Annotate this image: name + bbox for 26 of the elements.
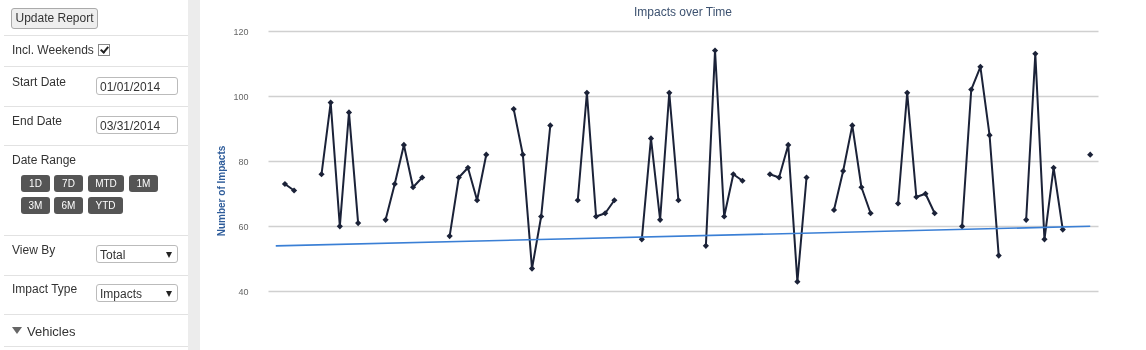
y-tick-label: 80 bbox=[238, 156, 249, 167]
dropdown-field: Total bbox=[96, 245, 178, 263]
y-tick-label: 100 bbox=[233, 91, 249, 102]
dropdown-field: Impacts bbox=[96, 284, 178, 302]
y-tick-label: 120 bbox=[233, 26, 249, 37]
text: End Date bbox=[12, 114, 63, 128]
date-field: 03/31/2014 bbox=[96, 116, 178, 134]
button: Update Report bbox=[11, 8, 98, 29]
y-axis-title: Number of Impacts bbox=[216, 145, 228, 237]
text: Start Date bbox=[12, 75, 67, 89]
chart-title: Impacts over Time bbox=[633, 5, 733, 19]
text: Vehicles bbox=[27, 324, 76, 339]
text: View By bbox=[12, 243, 56, 257]
date-field: 01/01/2014 bbox=[96, 77, 178, 95]
range-button: 3M bbox=[21, 197, 50, 214]
range-button: 7D bbox=[54, 175, 83, 192]
y-tick-label: 40 bbox=[238, 286, 249, 297]
text: Incl. Weekends bbox=[12, 43, 94, 57]
y-tick-label: 60 bbox=[238, 221, 249, 232]
range-button: YTD bbox=[88, 197, 123, 214]
range-button: 6M bbox=[54, 197, 83, 214]
range-button: 1D bbox=[21, 175, 50, 192]
range-button: 1M bbox=[129, 175, 158, 192]
range-button: MTD bbox=[88, 175, 124, 192]
text: Impact Type bbox=[12, 282, 78, 296]
text: Date Range bbox=[12, 153, 77, 167]
